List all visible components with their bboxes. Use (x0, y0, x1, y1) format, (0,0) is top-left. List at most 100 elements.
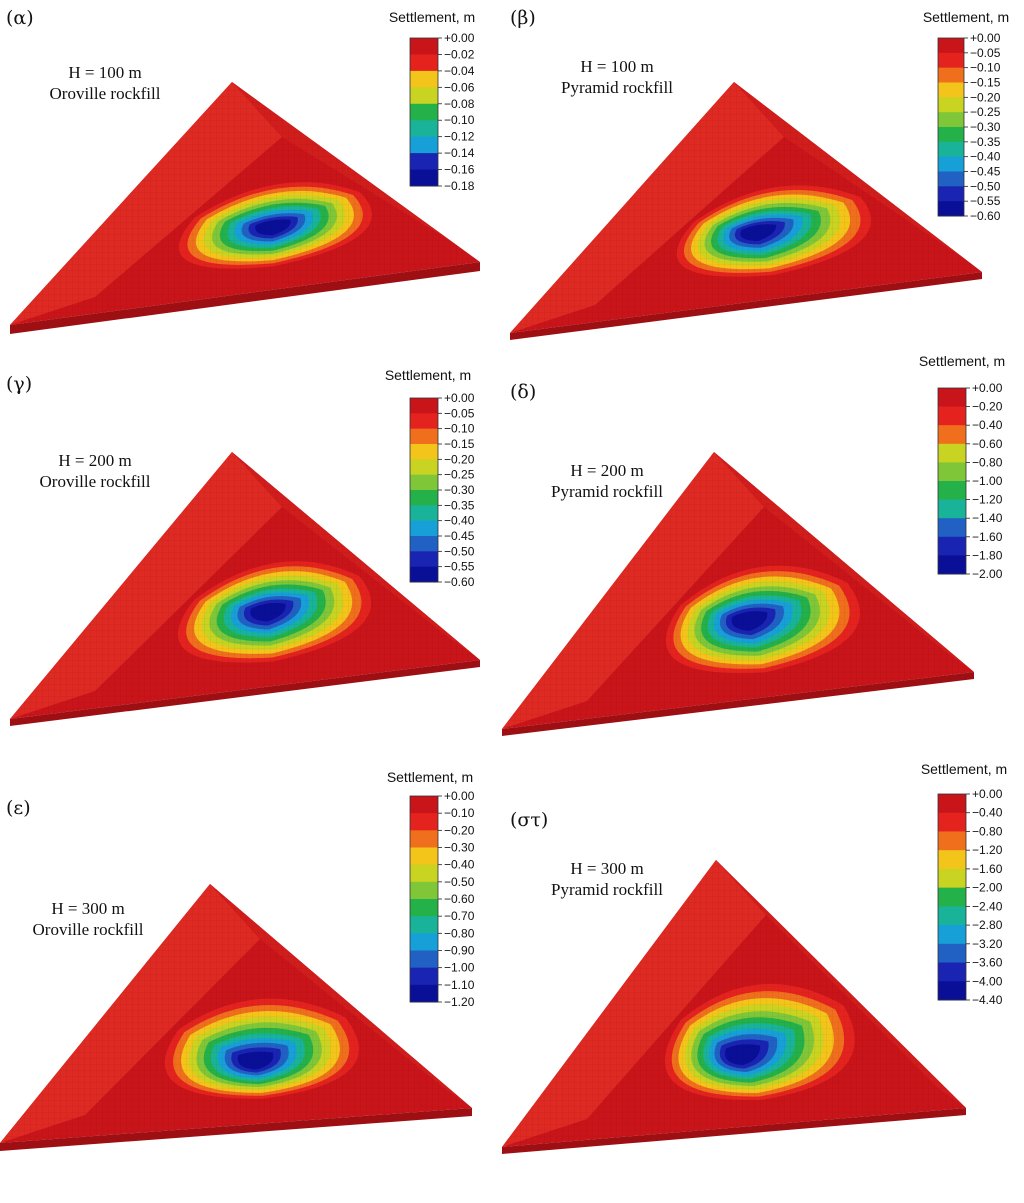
colorbar-swatch (938, 481, 966, 501)
colorbar-tick-label: −0.05 (444, 406, 475, 420)
colorbar-swatch (410, 916, 438, 934)
colorbar-swatch (938, 536, 966, 556)
colorbar-swatch (410, 398, 438, 414)
colorbar-tick-label: −0.30 (444, 483, 475, 497)
colorbar-tick-label: −1.20 (972, 493, 1003, 507)
colorbar-tick-label: −0.90 (444, 944, 475, 958)
colorbar-swatch (938, 462, 966, 482)
panel-d: (δ) H = 200 m Pyramid rockfill Settlemen… (502, 353, 1005, 736)
colorbar-swatch (410, 899, 438, 917)
settlement-colorbar: +0.00 −0.40 −0.80 −1.20 −1.60 −2.00 −2.40 −2.80… (937, 787, 1003, 1007)
colorbar-swatch (938, 850, 966, 870)
colorbar-swatch (410, 520, 438, 537)
settlement-colorbar: +0.00−0.05−0.10−0.15−0.20−0.25−0.30−0.35… (937, 31, 1001, 223)
panel-material: Pyramid rockfill (561, 78, 673, 97)
colorbar-tick-label: +0.00 (972, 381, 1003, 395)
colorbar-tick-label: −2.00 (972, 567, 1003, 581)
colorbar-tick-label: −1.80 (972, 548, 1003, 562)
panel-material: Oroville rockfill (33, 920, 144, 939)
colorbar-tick-label: −0.20 (444, 823, 475, 837)
settlement-colorbar: +0.00 −0.02 −0.04 −0.06 −0.08 −0.10 −0.12 −0.14… (409, 31, 475, 193)
colorbar-swatch (410, 830, 438, 848)
colorbar-tick-label: −0.60 (444, 575, 475, 589)
colorbar-tick-label: −0.30 (970, 120, 1001, 134)
panel-label: (α) (6, 7, 34, 29)
colorbar-swatch (938, 201, 964, 217)
colorbar-tick-label: +0.00 (444, 789, 475, 803)
dam-base-edge (10, 262, 480, 334)
panel-e: (ε) H = 300 m Oroville rockfill Settleme… (0, 769, 475, 1151)
colorbar-tick-label: −0.40 (970, 150, 1001, 164)
colorbar-swatch (938, 518, 966, 538)
colorbar-tick-label: −0.40 (972, 806, 1003, 820)
colorbar-tick-label: −0.02 (444, 47, 475, 61)
dam-contour-model (502, 860, 966, 1154)
colorbar-tick-label: −0.45 (444, 529, 475, 543)
settlement-colorbar: +0.00 −0.10 −0.20 −0.30 −0.40 −0.50 −0.60 −0.70… (409, 789, 475, 1009)
panel-height: H = 300 m (570, 859, 643, 878)
colorbar-swatch (938, 794, 966, 814)
colorbar-tick-label: −0.60 (444, 892, 475, 906)
settlement-colorbar: +0.00 −0.20 −0.40 −0.60 −0.80 −1.00 −1.20 −1.40… (937, 381, 1003, 581)
colorbar-tick-label: −3.20 (972, 937, 1003, 951)
dam-contour-model (10, 82, 480, 334)
dam-base-edge (0, 1108, 472, 1151)
dam-mesh (10, 452, 480, 719)
colorbar-tick-label: −1.40 (972, 511, 1003, 525)
panel-height: H = 300 m (51, 899, 124, 918)
colorbar-swatch (938, 67, 964, 83)
colorbar-tick-label: −0.08 (444, 97, 475, 111)
dam-mesh (502, 452, 974, 729)
colorbar-tick-label: −0.25 (444, 468, 475, 482)
colorbar-tick-label: −0.80 (444, 926, 475, 940)
dam-base-edge (502, 672, 974, 736)
colorbar-swatch (938, 82, 964, 98)
colorbar-swatch (410, 984, 438, 1003)
colorbar-tick-label: −0.12 (444, 130, 475, 144)
colorbar-tick-label: −0.14 (444, 146, 475, 160)
colorbar-swatch (938, 406, 966, 426)
colorbar-tick-label: −0.06 (444, 80, 475, 94)
colorbar-swatch (938, 156, 964, 172)
colorbar-swatch (410, 54, 438, 72)
colorbar-tick-label: −0.04 (444, 64, 475, 78)
colorbar-swatch (938, 97, 964, 113)
colorbar-swatch (938, 868, 966, 889)
colorbar-swatch (410, 413, 438, 430)
colorbar-tick-label: −1.20 (444, 995, 475, 1009)
dam-mesh (510, 82, 982, 333)
panel-height: H = 100 m (68, 63, 141, 82)
colorbar-tick-label: −0.80 (972, 824, 1003, 838)
colorbar-tick-label: −4.40 (972, 993, 1003, 1007)
colorbar-swatch (938, 112, 964, 128)
colorbar-tick-label: −0.50 (444, 875, 475, 889)
colorbar-swatch (938, 127, 964, 143)
colorbar-tick-label: −4.00 (972, 974, 1003, 988)
colorbar-tick-label: −1.20 (972, 843, 1003, 857)
colorbar-swatch (410, 136, 438, 154)
colorbar-swatch (938, 981, 966, 1001)
panel-material: Pyramid rockfill (551, 880, 663, 899)
colorbar-swatch (938, 962, 966, 982)
dam-contour-model (502, 452, 974, 736)
colorbar-swatch (410, 153, 438, 171)
panel-label: (δ) (510, 381, 536, 403)
panel-height: H = 200 m (58, 451, 131, 470)
colorbar-swatch (410, 536, 438, 552)
colorbar-swatch (938, 52, 964, 69)
colorbar-swatch (410, 38, 438, 55)
colorbar-swatch (410, 169, 438, 187)
colorbar-title: Settlement, m (385, 367, 471, 383)
colorbar-tick-label: −0.55 (970, 194, 1001, 208)
colorbar-swatch (410, 459, 438, 476)
dam-base-edge (510, 272, 982, 340)
panel-c: (γ) H = 200 m Oroville rockfill Settleme… (6, 367, 480, 726)
colorbar-swatch (938, 831, 966, 851)
colorbar-swatch (410, 474, 438, 491)
colorbar-tick-label: −0.50 (970, 179, 1001, 193)
colorbar-tick-label: −0.16 (444, 163, 475, 177)
colorbar-tick-label: −0.30 (444, 841, 475, 855)
panel-label: (ε) (6, 797, 31, 819)
panel-label: (β) (510, 7, 536, 29)
colorbar-swatch (410, 864, 438, 883)
